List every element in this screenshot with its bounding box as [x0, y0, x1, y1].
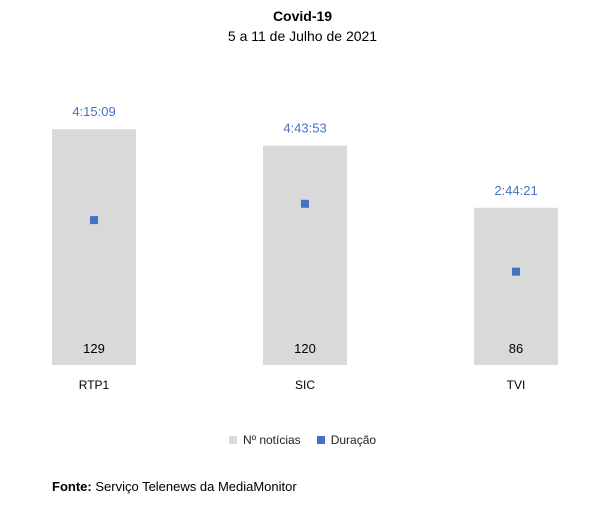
source-text: Serviço Telenews da MediaMonitor [95, 479, 297, 494]
legend-label-duration: Duração [330, 433, 377, 447]
source-note: Fonte: Serviço Telenews da MediaMonitor [52, 479, 297, 494]
category-label: SIC [295, 378, 315, 392]
duration-value-label: 4:43:53 [283, 121, 326, 136]
chart-title: Covid-19 [272, 8, 333, 24]
legend-entry-bars: Nº notícias [228, 433, 301, 447]
bar-rtp1 [52, 129, 136, 365]
legend-swatch-duration-icon [316, 436, 325, 444]
duration-value-label: 2:44:21 [494, 183, 537, 198]
chart-legend: Nº notícias Duração [0, 433, 605, 447]
category-label: RTP1 [79, 378, 110, 392]
bar-tvi [474, 207, 558, 365]
source-label: Fonte: [52, 479, 92, 494]
bar-sic [263, 145, 347, 365]
duration-marker [301, 199, 309, 208]
category-label: TVI [507, 378, 526, 392]
duration-marker [512, 267, 520, 276]
bar-value-label: 129 [83, 341, 105, 356]
bar-value-label: 86 [509, 341, 523, 356]
duration-marker [90, 216, 98, 225]
legend-swatch-bars-icon [228, 436, 237, 444]
duration-value-label: 4:15:09 [72, 104, 115, 119]
legend-entry-duration: Duração [316, 433, 377, 447]
chart-subtitle: 5 a 11 de Julho de 2021 [227, 28, 378, 44]
bar-value-label: 120 [294, 341, 316, 356]
legend-label-bars: Nº notícias [242, 433, 301, 447]
